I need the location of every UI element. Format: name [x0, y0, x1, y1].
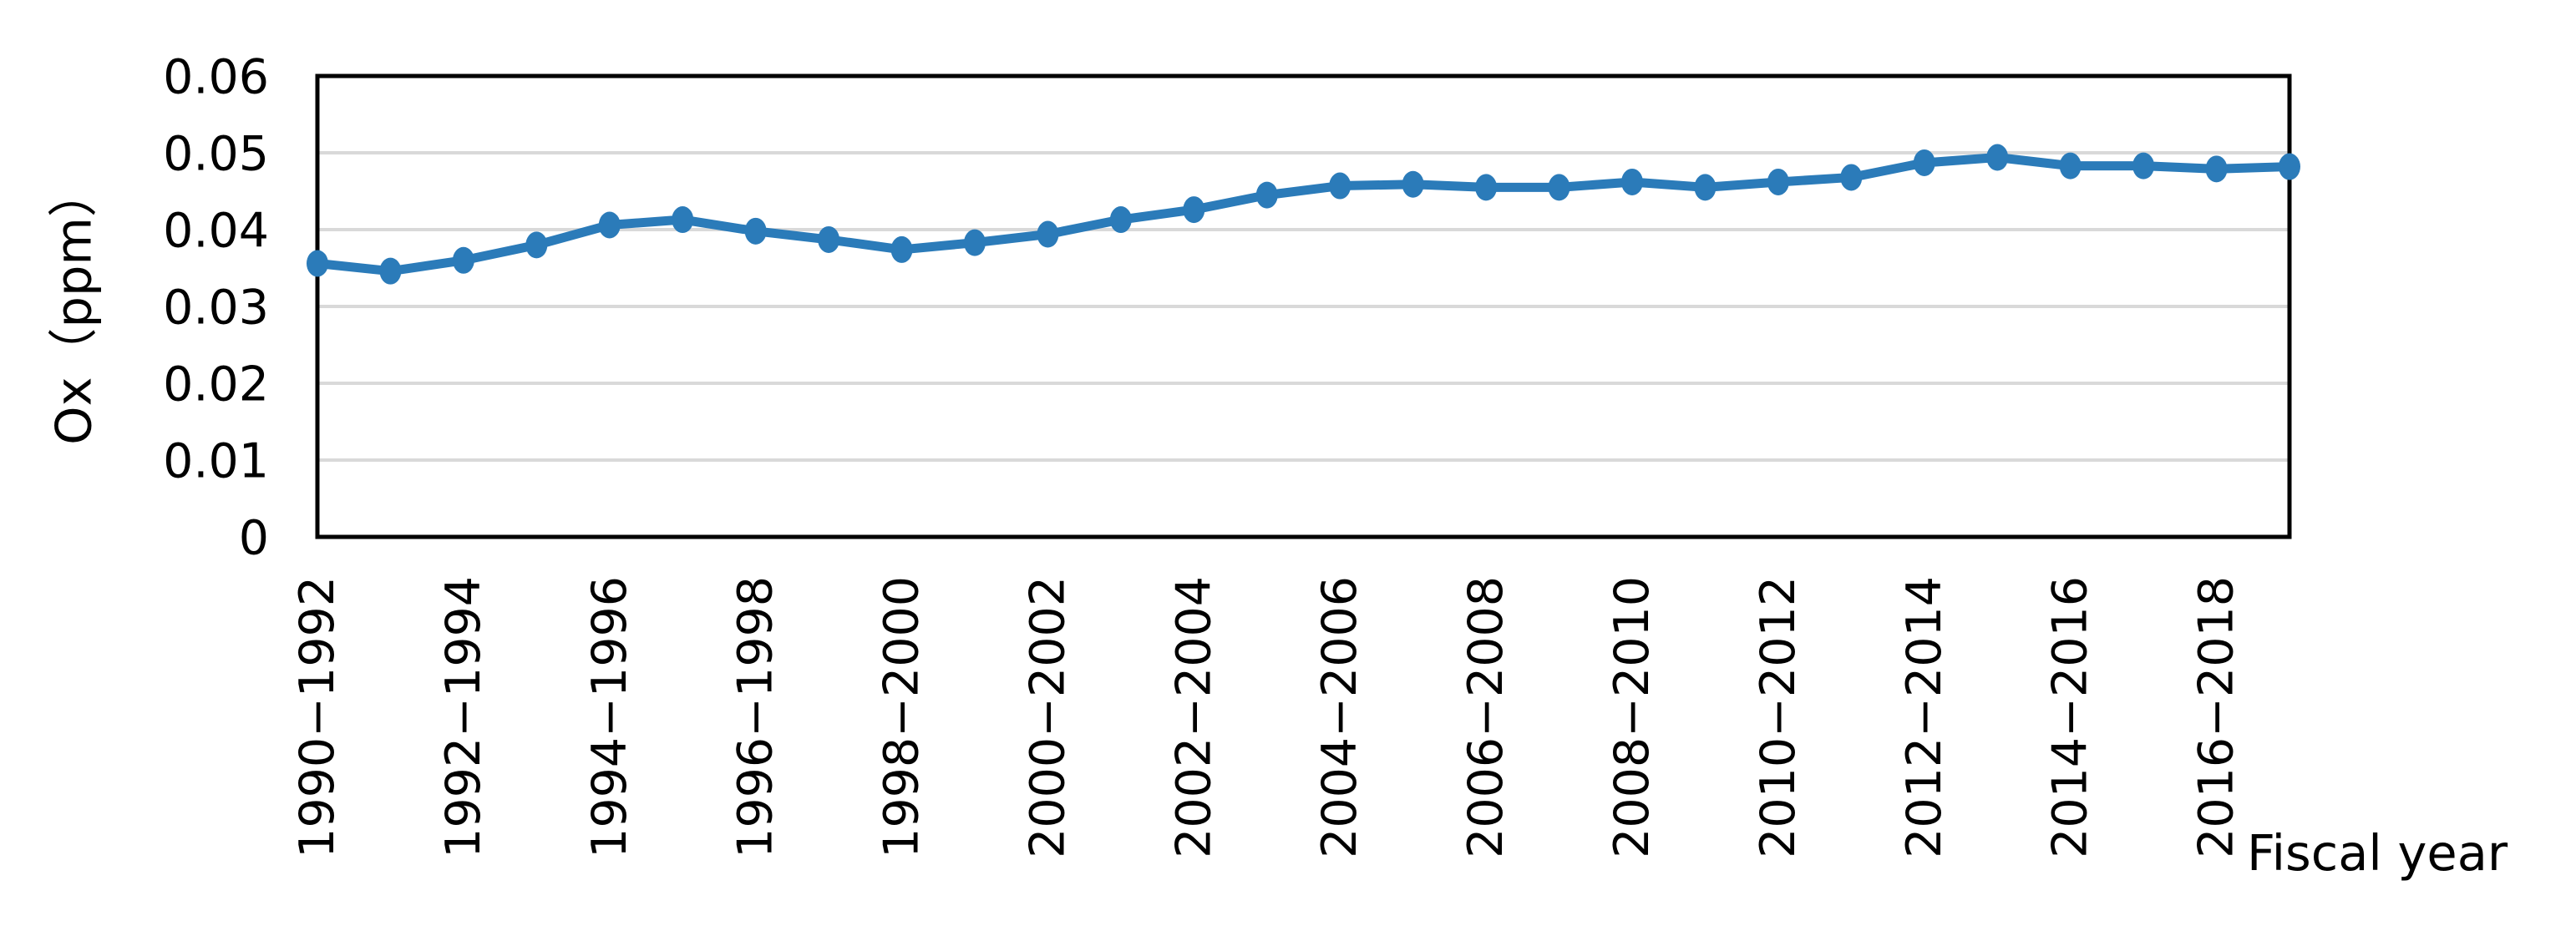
data-point	[1621, 168, 1643, 195]
x-tick: 2006−2008	[1458, 576, 1514, 858]
y-tick-label: 0.03	[163, 281, 269, 336]
data-point	[890, 235, 913, 263]
x-tick-label: 2004−2006	[1312, 576, 1367, 858]
x-tick: 1990−1992	[290, 576, 345, 858]
x-tick-label: 2014−2016	[2043, 576, 2098, 858]
x-tick-label: 2002−2004	[1166, 576, 1221, 858]
data-point	[964, 229, 986, 256]
data-point	[307, 250, 328, 277]
y-axis-title: Ox（ppm）	[45, 168, 103, 445]
data-point	[1986, 144, 2009, 171]
y-axis-tick-labels: 0 0.01 0.02 0.03 0.04 0.05 0.06	[163, 50, 269, 566]
plot-area-border	[315, 73, 2292, 539]
x-tick: 1998−2000	[875, 576, 930, 858]
data-point	[2205, 155, 2228, 183]
data-line	[312, 153, 2295, 276]
x-tick: 2012−2014	[1897, 576, 1952, 858]
y-tick-label: 0.01	[163, 434, 269, 489]
data-point	[379, 257, 402, 285]
data-point	[1183, 196, 1205, 224]
data-point	[744, 217, 767, 245]
x-tick-label: 2006−2008	[1458, 576, 1514, 858]
y-tick-label: 0.05	[163, 127, 269, 182]
x-tick: 2004−2006	[1312, 576, 1367, 858]
data-point	[1402, 170, 1424, 198]
data-point	[2279, 153, 2300, 180]
data-point	[1109, 206, 1132, 234]
x-tick-label: 2008−2010	[1605, 576, 1660, 858]
y-tick-label: 0.04	[163, 204, 269, 259]
x-tick: 2008−2010	[1605, 576, 1660, 858]
x-tick: 2000−2002	[1020, 576, 1075, 858]
data-point	[452, 246, 474, 274]
x-tick-label: 1996−1998	[728, 576, 783, 858]
x-tick: 1996−1998	[728, 576, 783, 858]
x-tick: 1994−1996	[582, 576, 637, 858]
x-tick: 2010−2012	[1751, 576, 1806, 858]
x-axis-title: Fiscal year	[2247, 824, 2508, 882]
data-point	[1548, 174, 1570, 201]
data-point	[1329, 172, 1351, 200]
data-point	[1037, 220, 1059, 248]
data-series-group	[307, 144, 2300, 285]
x-tick: 2016−2018	[2189, 576, 2244, 858]
x-tick-label: 2016−2018	[2189, 576, 2244, 858]
data-point	[2059, 152, 2082, 180]
data-point	[598, 211, 621, 239]
data-point	[1767, 168, 1789, 195]
data-point	[2132, 152, 2155, 180]
x-tick-label: 2010−2012	[1751, 576, 1806, 858]
y-tick-label: 0	[239, 511, 269, 566]
data-point	[1475, 174, 1498, 201]
x-tick: 1992−1994	[436, 576, 491, 858]
data-point	[525, 231, 548, 259]
x-tick-label: 1992−1994	[436, 576, 491, 858]
y-tick-label: 0.06	[163, 50, 269, 105]
data-point	[1255, 181, 1278, 209]
x-tick-label: 1998−2000	[875, 576, 930, 858]
x-tick-label: 1990−1992	[290, 576, 345, 858]
data-point	[1840, 164, 1863, 191]
x-tick: 2002−2004	[1166, 576, 1221, 858]
x-tick-label: 1994−1996	[582, 576, 637, 858]
data-point	[672, 206, 694, 234]
x-tick-label: 2000−2002	[1020, 576, 1075, 858]
x-tick: 2014−2016	[2043, 576, 2098, 858]
y-tick-label: 0.02	[163, 357, 269, 412]
data-point	[1913, 149, 1935, 176]
gridlines-group	[317, 151, 2289, 462]
data-point	[818, 225, 840, 253]
x-tick-label: 2012−2014	[1897, 576, 1952, 858]
data-point	[1694, 174, 1716, 201]
x-axis-tick-labels: 1990−1992 1992−1994 1994−1996 1996−1998 1998…	[290, 576, 2244, 858]
